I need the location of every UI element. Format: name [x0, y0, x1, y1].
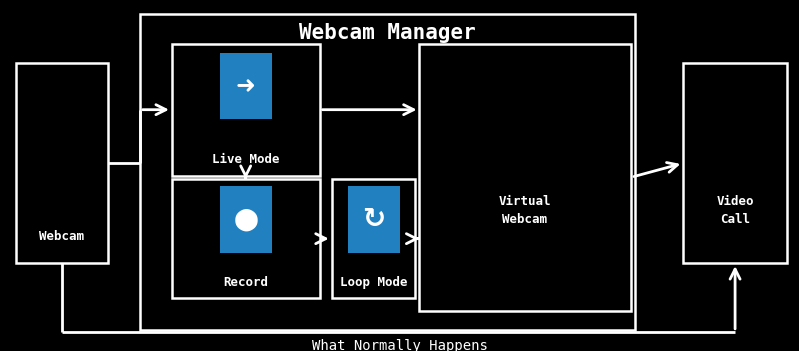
Bar	[220, 53, 272, 119]
Text: ➜: ➜	[236, 74, 256, 98]
Text: Live Mode: Live Mode	[212, 153, 280, 166]
Bar	[348, 186, 400, 253]
Bar	[332, 179, 415, 298]
Bar	[220, 186, 272, 253]
Text: Webcam: Webcam	[39, 230, 85, 244]
Bar	[172, 179, 320, 298]
Text: Virtual
Webcam: Virtual Webcam	[499, 195, 551, 226]
Text: 📺: 📺	[729, 124, 741, 143]
Text: ↻: ↻	[362, 205, 385, 233]
Text: 🎥: 🎥	[56, 131, 68, 150]
Bar	[172, 44, 320, 176]
Bar	[419, 44, 631, 311]
Text: Video
Call: Video Call	[717, 195, 753, 226]
Bar	[16, 63, 108, 263]
Text: Loop Mode: Loop Mode	[340, 276, 407, 289]
Bar	[683, 63, 787, 263]
Text: ⬤: ⬤	[233, 208, 258, 231]
Text: What Normally Happens: What Normally Happens	[312, 339, 487, 351]
Text: Webcam Manager: Webcam Manager	[299, 24, 476, 43]
Text: 🎥: 🎥	[519, 131, 531, 150]
Text: Record: Record	[223, 276, 268, 289]
Bar	[140, 14, 635, 330]
